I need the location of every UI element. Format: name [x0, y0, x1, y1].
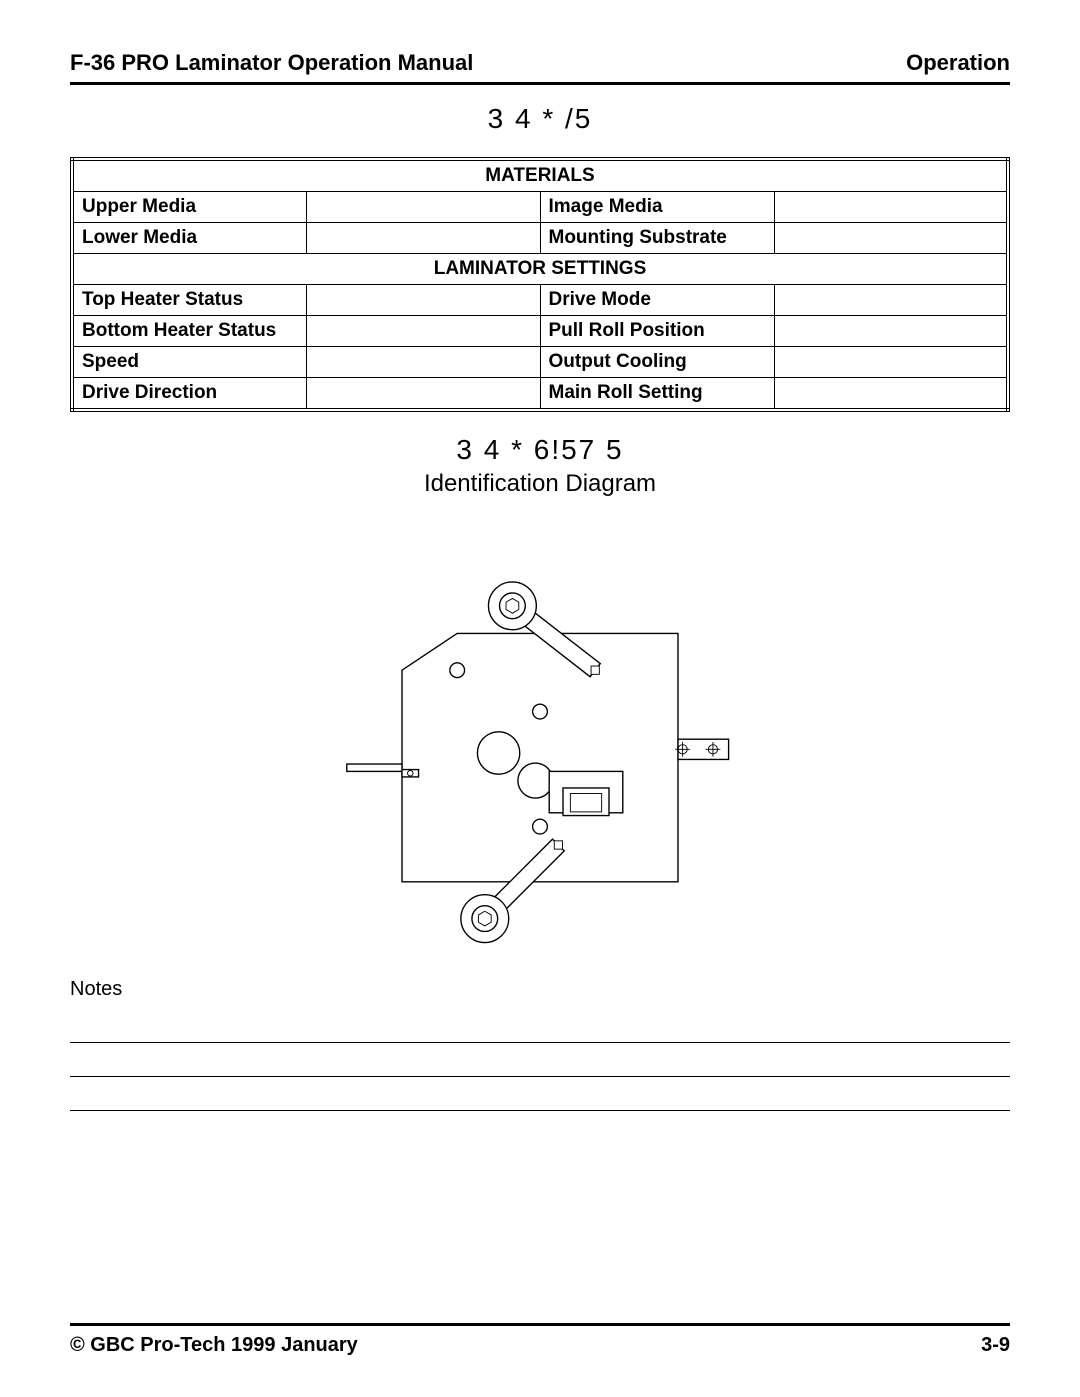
- table-cell: Output Cooling: [540, 347, 774, 378]
- laminator-header: LAMINATOR SETTINGS: [72, 254, 1008, 285]
- table-cell: [306, 347, 540, 378]
- page-header: F-36 PRO Laminator Operation Manual Oper…: [70, 50, 1010, 85]
- table-cell: Mounting Substrate: [540, 223, 774, 254]
- identification-diagram: [310, 538, 770, 968]
- table-cell: Main Roll Setting: [540, 378, 774, 411]
- section-name: Operation: [906, 50, 1010, 76]
- table-row: Top Heater Status Drive Mode: [72, 285, 1008, 316]
- notes-label: Notes: [70, 978, 1010, 1001]
- note-line: [70, 1047, 1010, 1077]
- table-cell: Top Heater Status: [72, 285, 306, 316]
- table-row: Speed Output Cooling: [72, 347, 1008, 378]
- table-cell: Speed: [72, 347, 306, 378]
- table-cell: Drive Direction: [72, 378, 306, 411]
- page-footer: © GBC Pro-Tech 1999 January 3-9: [70, 1323, 1010, 1357]
- table-cell: Upper Media: [72, 192, 306, 223]
- table-cell: [306, 316, 540, 347]
- table-cell: Image Media: [540, 192, 774, 223]
- note-line: [70, 1013, 1010, 1043]
- diagram-container: [70, 538, 1010, 968]
- table-cell: [774, 192, 1008, 223]
- section-code-2: 3 4 * 6!57 5: [70, 434, 1010, 466]
- table-cell: [774, 316, 1008, 347]
- materials-header: MATERIALS: [72, 159, 1008, 192]
- table-cell: [774, 378, 1008, 411]
- notes-lines: [70, 1013, 1010, 1115]
- table-cell: [774, 285, 1008, 316]
- section-code-1: 3 4 * /5: [70, 103, 1010, 135]
- settings-table: MATERIALS Upper MediaImage MediaLower Me…: [70, 157, 1010, 412]
- table-cell: [306, 285, 540, 316]
- page: F-36 PRO Laminator Operation Manual Oper…: [0, 0, 1080, 1397]
- table-cell: Drive Mode: [540, 285, 774, 316]
- manual-title: F-36 PRO Laminator Operation Manual: [70, 50, 473, 76]
- note-line: [70, 1081, 1010, 1111]
- table-row: Bottom Heater Status Pull Roll Position: [72, 316, 1008, 347]
- table-row: Lower Media Mounting Substrate: [72, 223, 1008, 254]
- table-cell: [306, 192, 540, 223]
- table-cell: [774, 223, 1008, 254]
- table-cell: Pull Roll Position: [540, 316, 774, 347]
- page-number: 3-9: [981, 1334, 1010, 1357]
- table-cell: Lower Media: [72, 223, 306, 254]
- diagram-subtitle: Identification Diagram: [70, 470, 1010, 498]
- table-row: Drive Direction Main Roll Setting: [72, 378, 1008, 411]
- table-cell: [774, 347, 1008, 378]
- copyright: © GBC Pro-Tech 1999 January: [70, 1334, 358, 1357]
- table-row: Upper Media Image Media: [72, 192, 1008, 223]
- table-cell: Bottom Heater Status: [72, 316, 306, 347]
- table-cell: [306, 378, 540, 411]
- table-cell: [306, 223, 540, 254]
